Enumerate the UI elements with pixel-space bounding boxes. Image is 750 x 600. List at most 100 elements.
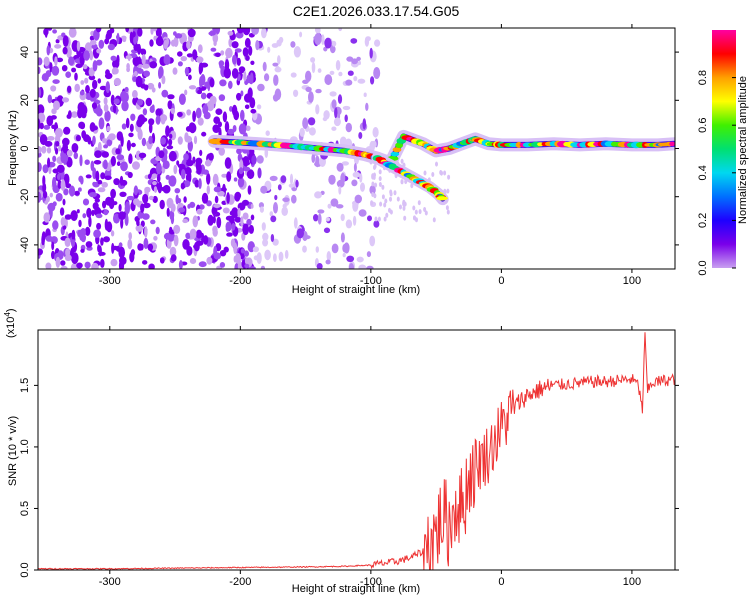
spectrogram-noise-speck	[135, 75, 143, 88]
spectrogram-main-trace-blob	[392, 147, 402, 153]
snr-x-ticks: -300 -200 -100 0 100	[99, 326, 641, 588]
colorbar-tick-label: 0.8	[697, 70, 709, 85]
spectrogram-noise-speck	[273, 202, 278, 214]
x-tick-label: -300	[99, 275, 121, 287]
spectrogram-noise-speck	[91, 102, 98, 109]
spectrogram-noise-speck	[224, 157, 232, 169]
spectrogram-noise-speck	[231, 68, 239, 79]
spectrogram-noise-speck	[66, 149, 73, 157]
spectrogram-noise-speck	[133, 36, 137, 45]
spectrogram-noise-speck	[269, 175, 278, 182]
spectrogram-noise-speck	[265, 130, 270, 136]
spectrogram-noise-speck	[173, 234, 179, 247]
spectrogram-noise-speck	[192, 110, 197, 123]
spectrogram-noise-speck	[244, 93, 252, 103]
spectrogram-noise-speck	[86, 207, 92, 218]
spectrogram-noise-speck	[202, 235, 209, 245]
spectrogram-noise-speck	[240, 216, 244, 227]
spectrogram-noise-speck	[372, 127, 379, 138]
spectrogram-noise-speck	[251, 155, 257, 165]
spectrogram-noise-speck	[340, 232, 345, 243]
spectrogram-noise-speck	[147, 144, 152, 150]
colorbar-label: Normalized spectral amplitude	[737, 76, 749, 224]
spectrogram-noise-speck	[210, 47, 217, 52]
spectrogram-noise-speck	[158, 66, 164, 78]
spectrogram-noise-speck	[340, 213, 345, 222]
spectrogram-noise-speck	[79, 154, 83, 167]
spectrogram-noise-speck	[98, 251, 106, 256]
spectrogram-noise-speck	[60, 265, 68, 269]
spectrogram-noise-speck	[209, 77, 215, 88]
spectrogram-noise-speck	[38, 57, 43, 66]
spectrogram-noise-speck	[260, 185, 268, 194]
spectrogram-noise-speck	[175, 194, 179, 205]
spectrogram-noise-speck	[143, 237, 149, 250]
snr-panel: -300 -200 -100 0 100 0.0 0.5 1.0 1.5 Height of …	[3, 308, 679, 595]
spectrogram-noise-speck	[92, 60, 98, 72]
spectrogram-noise-speck	[67, 85, 72, 94]
spectrogram-noise-speck	[204, 159, 212, 167]
spectrogram-noise-speck	[351, 58, 358, 65]
spectrogram-noise-speck	[199, 149, 203, 156]
spectrogram-noise-speck	[299, 31, 303, 38]
spectrogram-noise-speck	[52, 176, 57, 189]
spectrogram-noise-speck	[64, 214, 72, 220]
spectrogram-noise-speck	[192, 215, 199, 228]
spectrogram-noise-speck	[435, 161, 438, 167]
spectrogram-noise-speck	[188, 85, 197, 90]
spectrogram-noise-speck	[303, 235, 311, 240]
spectrogram-noise-speck	[92, 167, 97, 180]
spectrogram-noise-speck	[431, 172, 435, 177]
spectrogram-noise-speck	[277, 55, 281, 65]
spectrogram-noise-speck	[142, 193, 149, 204]
spectrogram-noise-speck	[374, 39, 381, 47]
spectrogram-noise-speck	[402, 201, 406, 207]
spectrogram-noise-speck	[302, 245, 307, 253]
spectrogram-noise-speck	[366, 265, 374, 269]
spectrogram-noise-speck	[70, 111, 78, 118]
spectrogram-noise-speck	[55, 39, 60, 44]
spectrogram-noise-speck	[278, 36, 284, 44]
spectrogram-noise-speck	[227, 128, 235, 135]
spectrogram-noise-speck	[116, 154, 125, 161]
spectrogram-noise-speck	[142, 260, 148, 265]
spectrogram-noise-speck	[215, 108, 223, 115]
spectrogram-noise-speck	[155, 115, 161, 125]
spectrogram-noise-speck	[38, 191, 42, 203]
spectrogram-noise-speck	[221, 173, 228, 178]
spectrogram-noise-speck	[81, 130, 87, 139]
y-tick-label: 40	[19, 46, 31, 58]
spectrogram-noise-speck	[144, 226, 148, 238]
spectrogram-noise-speck	[178, 207, 186, 213]
spectrogram-noise-speck	[324, 74, 333, 86]
snr-series-line	[38, 332, 675, 570]
spectrogram-noise-speck	[97, 209, 102, 214]
spectrogram-noise-speck	[148, 122, 153, 134]
spectrogram-noise-speck	[165, 174, 170, 180]
spectrogram-noise-speck	[272, 238, 279, 246]
x-tick-label: -200	[229, 275, 251, 287]
spectrogram-noise-speck	[439, 170, 443, 175]
spectrogram-noise-speck	[147, 173, 152, 180]
spectrogram-noise-speck	[108, 133, 116, 141]
spectrogram-noise-speck	[138, 64, 143, 69]
spectrogram-noise-speck	[307, 117, 316, 126]
spectrogram-noise-speck	[90, 160, 95, 172]
spectrogram-noise-speck	[186, 53, 193, 58]
spectrogram-noise-speck	[232, 54, 237, 65]
spectrogram-noise-speck	[102, 138, 107, 144]
spectrogram-noise-speck	[351, 179, 358, 187]
spectrogram-noise-speck	[261, 28, 267, 39]
spectrogram-noise-speck	[104, 218, 109, 231]
spectrogram-noise-speck	[84, 42, 92, 53]
spectrogram-noise-speck	[74, 83, 80, 93]
spectrogram-noise-speck	[311, 153, 316, 163]
spectrogram-noise-speck	[89, 50, 94, 61]
spectrogram-noise-speck	[374, 182, 378, 188]
spectrogram-noise-speck	[98, 117, 105, 130]
spectrogram-noise-speck	[313, 214, 319, 222]
spectrogram-noise-speck	[194, 179, 200, 188]
spectrogram-noise-speck	[338, 71, 343, 77]
spectrogram-noise-speck	[262, 61, 267, 72]
